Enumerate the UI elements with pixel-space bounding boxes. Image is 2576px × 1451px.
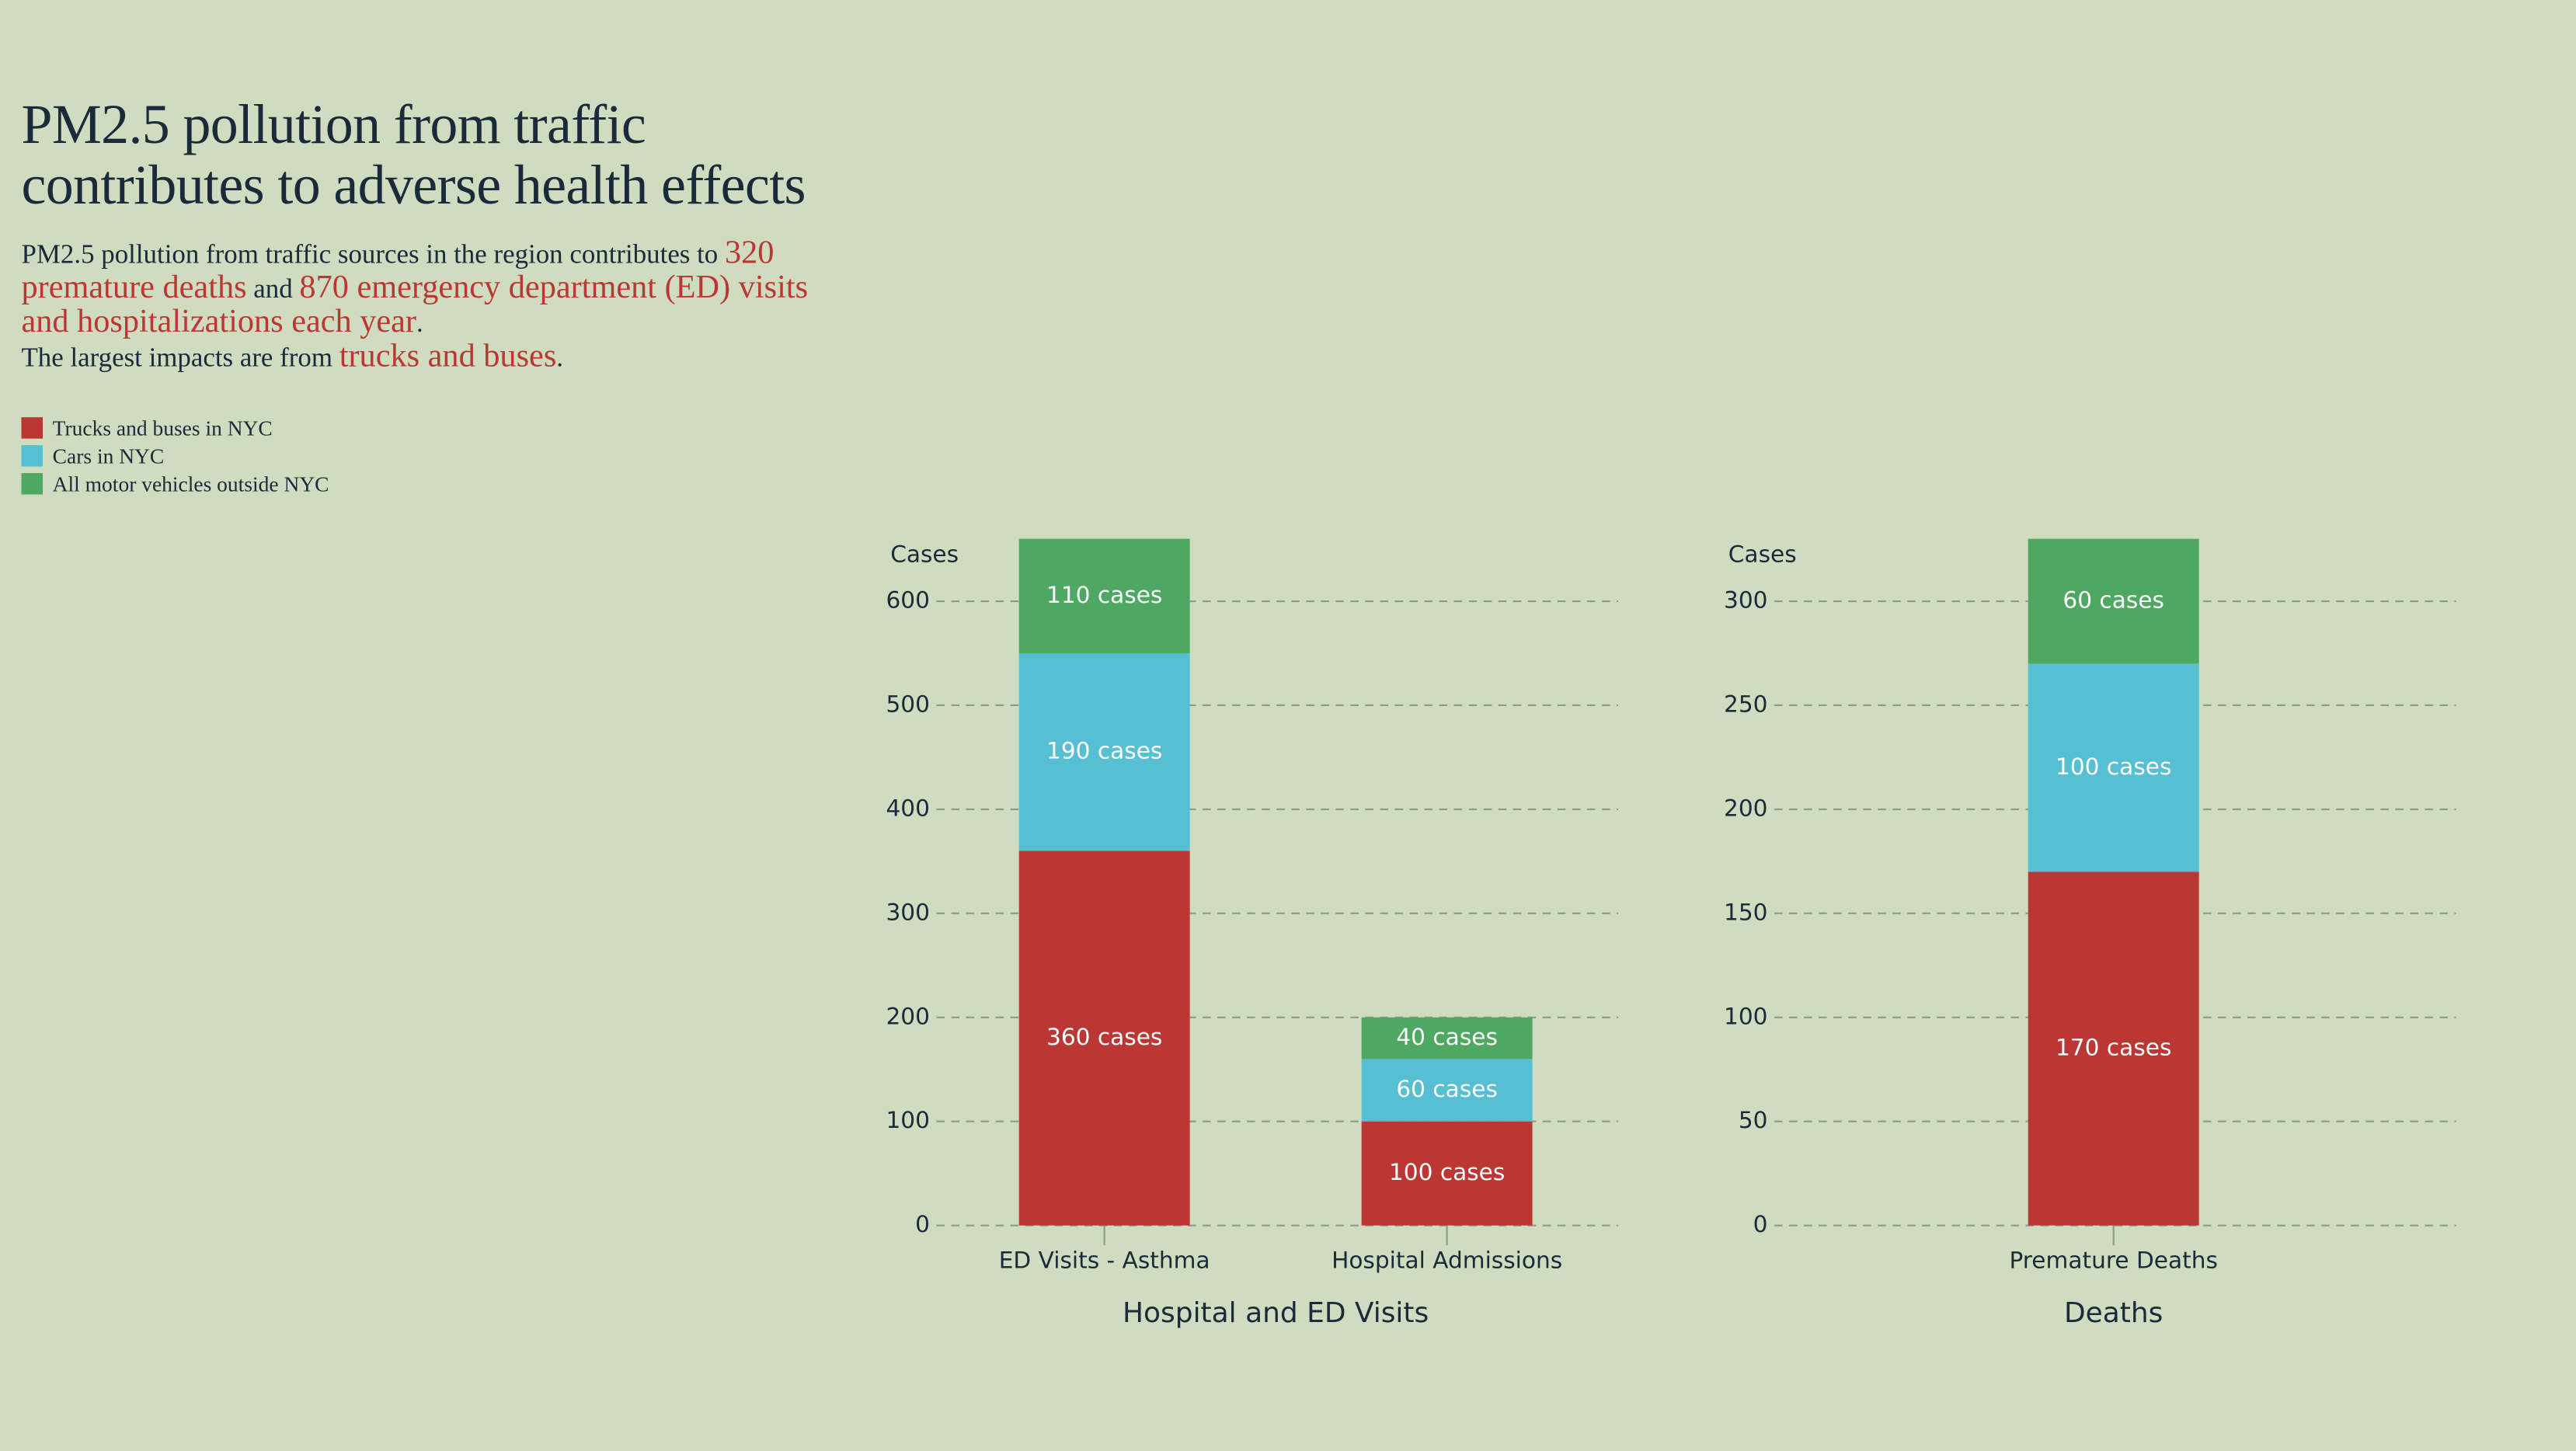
subtitle-text: PM2.5 pollution from traffic sources in … [21,238,725,270]
subtitle-text: . [416,307,423,339]
x-axis-label: Hospital and ED Visits [1123,1297,1429,1329]
legend-item: Trucks and buses in NYC [21,414,329,442]
legend-item: All motor vehicles outside NYC [21,470,329,498]
subtitle-text: and [246,273,300,304]
subtitle-text: trucks and buses [339,338,557,375]
y-tick-label: 0 [915,1211,930,1237]
legend-label: Trucks and buses in NYC [52,414,273,440]
x-tick-label: Hospital Admissions [1332,1247,1562,1274]
value-label: 110 cases [1046,582,1162,608]
subtitle-text: . [556,341,564,374]
y-tick-label: 500 [886,691,930,717]
subtitle-text: The largest impacts are from [21,341,339,374]
y-tick-label: 300 [1724,587,1767,614]
y-tick-label: 150 [1724,899,1767,925]
y-tick-label: 100 [886,1107,930,1133]
legend-swatch [21,473,43,495]
y-tick-label: 200 [1724,795,1767,821]
value-label: 360 cases [1046,1024,1162,1050]
bar-segment [2028,538,2199,664]
subtitle-text: 870 emergency department (ED) visits and… [21,269,809,340]
legend-item: Cars in NYC [21,442,329,470]
y-tick-label: 0 [1753,1211,1768,1237]
legend-label: All motor vehicles outside NYC [52,470,329,496]
x-axis-label: Deaths [2064,1297,2163,1329]
value-label: 40 cases [1396,1024,1498,1050]
bar-segment [2028,872,2199,1226]
bar-segment [1018,652,1190,851]
y-tick-label: 50 [1739,1107,1768,1133]
value-label: 100 cases [2056,753,2171,780]
value-label: 60 cases [2063,587,2164,614]
subtitle-text: 320 premature deaths [21,235,775,306]
value-label: 190 cases [1046,738,1162,764]
y-axis-label: Cases [1728,541,1797,567]
legend-label: Cars in NYC [52,442,165,468]
value-label: 100 cases [1389,1159,1505,1185]
y-tick-label: 200 [886,1003,930,1029]
legend: Trucks and buses in NYC Cars in NYC All mo… [21,414,329,498]
subtitle: PM2.5 pollution from traffic sources in … [21,235,809,375]
bar-segment [1361,1059,1533,1122]
subtitle-line: PM2.5 pollution from traffic sources in … [21,235,809,340]
header: PM2.5 pollution from traffic contributes… [21,96,809,375]
bar-segment [1018,538,1190,653]
y-tick-label: 300 [886,899,930,925]
legend-swatch [21,445,43,467]
bar-segment [1361,1121,1533,1226]
title: PM2.5 pollution from traffic contributes… [21,95,806,217]
legend-swatch [21,417,43,439]
bar-segment [1018,851,1190,1226]
value-label: 60 cases [1396,1076,1498,1102]
y-tick-label: 100 [1724,1003,1767,1029]
y-tick-label: 250 [1724,691,1767,717]
y-tick-label: 600 [886,587,930,614]
value-label: 170 cases [2056,1034,2171,1060]
bar-segment [2028,663,2199,872]
y-tick-label: 400 [886,795,930,821]
x-tick-label: Premature Deaths [2009,1247,2217,1274]
subtitle-line: The largest impacts are from trucks and … [21,338,809,375]
y-axis-label: Cases [890,541,959,567]
bar-segment [1361,1017,1533,1060]
x-tick-label: ED Visits - Asthma [999,1247,1210,1274]
